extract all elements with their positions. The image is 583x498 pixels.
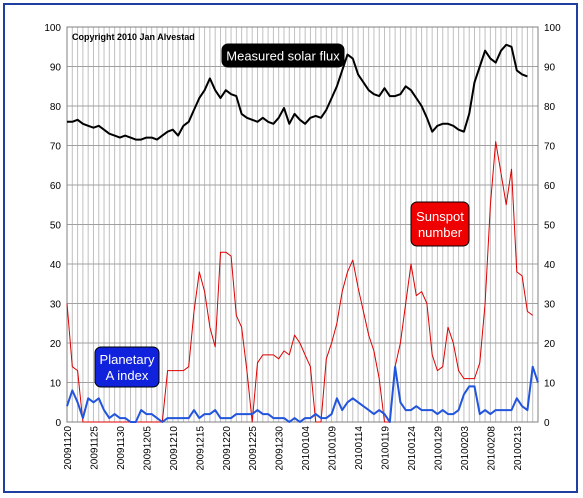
x-tick-label: 20091225 bbox=[248, 426, 259, 471]
x-tick-label: 20091130 bbox=[116, 426, 127, 470]
y-tick-label-left: 40 bbox=[50, 260, 62, 271]
annotations: Measured solar flux Sunspot number Planetar… bbox=[94, 43, 470, 388]
y-tick-label-right: 90 bbox=[544, 63, 556, 74]
annotation-box-flux bbox=[221, 43, 345, 68]
y-tick-label-left: 100 bbox=[44, 23, 61, 34]
y-tick-label-left: 70 bbox=[50, 142, 62, 153]
y-tick-label-left: 60 bbox=[50, 181, 62, 192]
x-tick-label: 20100124 bbox=[407, 426, 418, 471]
x-tick-label: 20100104 bbox=[301, 426, 312, 471]
y-tick-label-right: 30 bbox=[544, 300, 556, 311]
x-tick-label: 20091120 bbox=[63, 426, 74, 470]
annotation-box-a_index bbox=[94, 346, 160, 388]
series-line-a_index bbox=[66, 365, 539, 423]
y-tick-label-left: 30 bbox=[50, 300, 62, 311]
plot-border bbox=[66, 26, 539, 423]
x-tick-label: 20100119 bbox=[381, 426, 392, 470]
y-tick-label-right: 70 bbox=[544, 142, 556, 153]
y-tick-label-left: 10 bbox=[50, 379, 62, 390]
x-tick-label: 20100114 bbox=[354, 426, 365, 470]
copyright-text: Copyright 2010 Jan Alvestad bbox=[72, 32, 195, 42]
y-tick-label-right: 20 bbox=[544, 339, 556, 350]
y-tick-label-right: 0 bbox=[544, 418, 550, 429]
x-tick-label: 20091220 bbox=[222, 426, 233, 471]
y-tick-label-left: 0 bbox=[55, 418, 61, 429]
annotation-text-a_index: Planetary A index bbox=[100, 352, 155, 383]
annotation-text-flux: Measured solar flux bbox=[226, 49, 340, 64]
x-tick-label: 20091205 bbox=[142, 426, 153, 471]
y-tick-label-left: 20 bbox=[50, 339, 62, 350]
x-tick-label: 20100213 bbox=[513, 426, 524, 471]
x-tick-label: 20091215 bbox=[195, 426, 206, 471]
y-tick-label-right: 10 bbox=[544, 379, 556, 390]
series-line-flux bbox=[67, 43, 528, 141]
x-tick-label: 20100208 bbox=[486, 426, 497, 471]
y-tick-label-right: 40 bbox=[544, 260, 556, 271]
y-tick-label-left: 50 bbox=[50, 221, 62, 232]
series bbox=[66, 43, 539, 423]
y-tick-label-right: 50 bbox=[544, 221, 556, 232]
x-tick-label: 20100109 bbox=[328, 426, 339, 471]
y-tick-label-right: 60 bbox=[544, 181, 556, 192]
series-line-sunspot bbox=[66, 141, 534, 423]
y-tick-label-left: 80 bbox=[50, 102, 62, 113]
x-tick-label: 20091125 bbox=[89, 426, 100, 470]
y-tick-label-right: 100 bbox=[544, 23, 561, 34]
x-tick-label: 20091210 bbox=[169, 426, 180, 471]
x-tick-label: 20100203 bbox=[460, 426, 471, 471]
axes: 0 0 10 10 20 20 30 30 40 40 50 50 60 60 70 70 80 80 90 90 10… bbox=[44, 23, 561, 471]
x-tick-label: 20100129 bbox=[433, 426, 444, 471]
annotation-box-sunspot bbox=[410, 201, 470, 247]
x-tick-label: 20091230 bbox=[275, 426, 286, 471]
y-tick-label-left: 90 bbox=[50, 63, 62, 74]
y-tick-label-right: 80 bbox=[544, 102, 556, 113]
annotation-text-sunspot: Sunspot number bbox=[416, 209, 464, 240]
